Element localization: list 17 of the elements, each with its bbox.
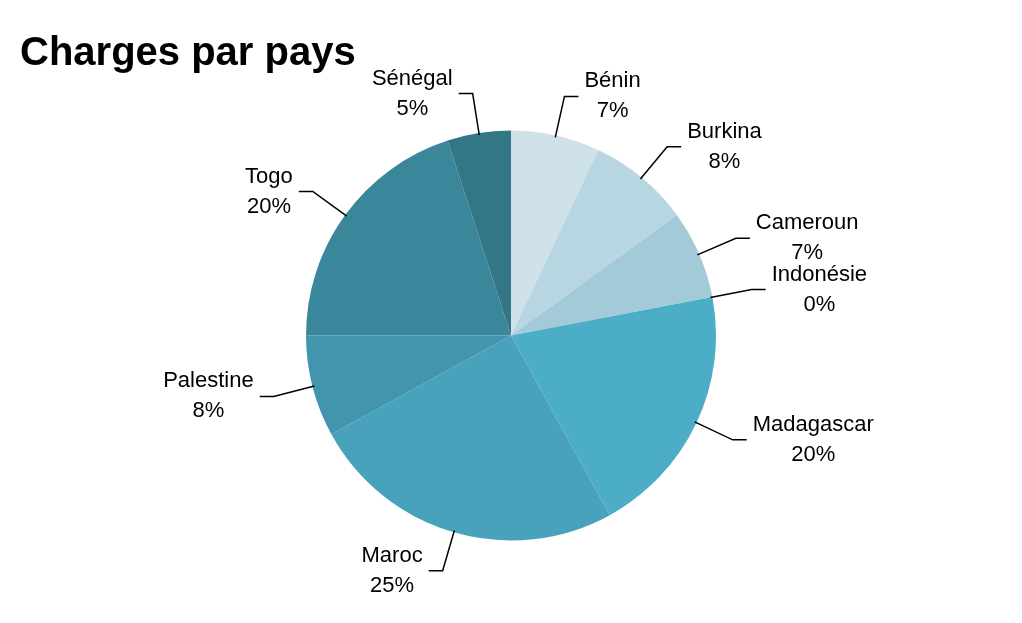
data-label: 20% bbox=[246, 192, 291, 218]
slice-label: Maroc bbox=[361, 541, 423, 567]
slice-label: Bénin bbox=[584, 67, 641, 93]
data-label: 7% bbox=[596, 97, 629, 123]
data-label: 5% bbox=[396, 94, 429, 120]
text: 0% bbox=[803, 290, 836, 316]
slice-label: Palestine bbox=[163, 367, 254, 393]
slice-label: Burkina bbox=[687, 117, 763, 143]
data-label: 25% bbox=[370, 571, 415, 597]
slice-label: Madagascar bbox=[752, 410, 874, 436]
data-label: 8% bbox=[708, 147, 741, 173]
chart-title: Charges par pays bbox=[20, 29, 356, 74]
data-label: 20% bbox=[791, 440, 836, 466]
slice-label: Sénégal bbox=[371, 64, 453, 90]
data-label: 8% bbox=[192, 397, 225, 423]
slice-label: Togo bbox=[245, 162, 293, 188]
slice-label: Cameroun bbox=[755, 209, 859, 235]
